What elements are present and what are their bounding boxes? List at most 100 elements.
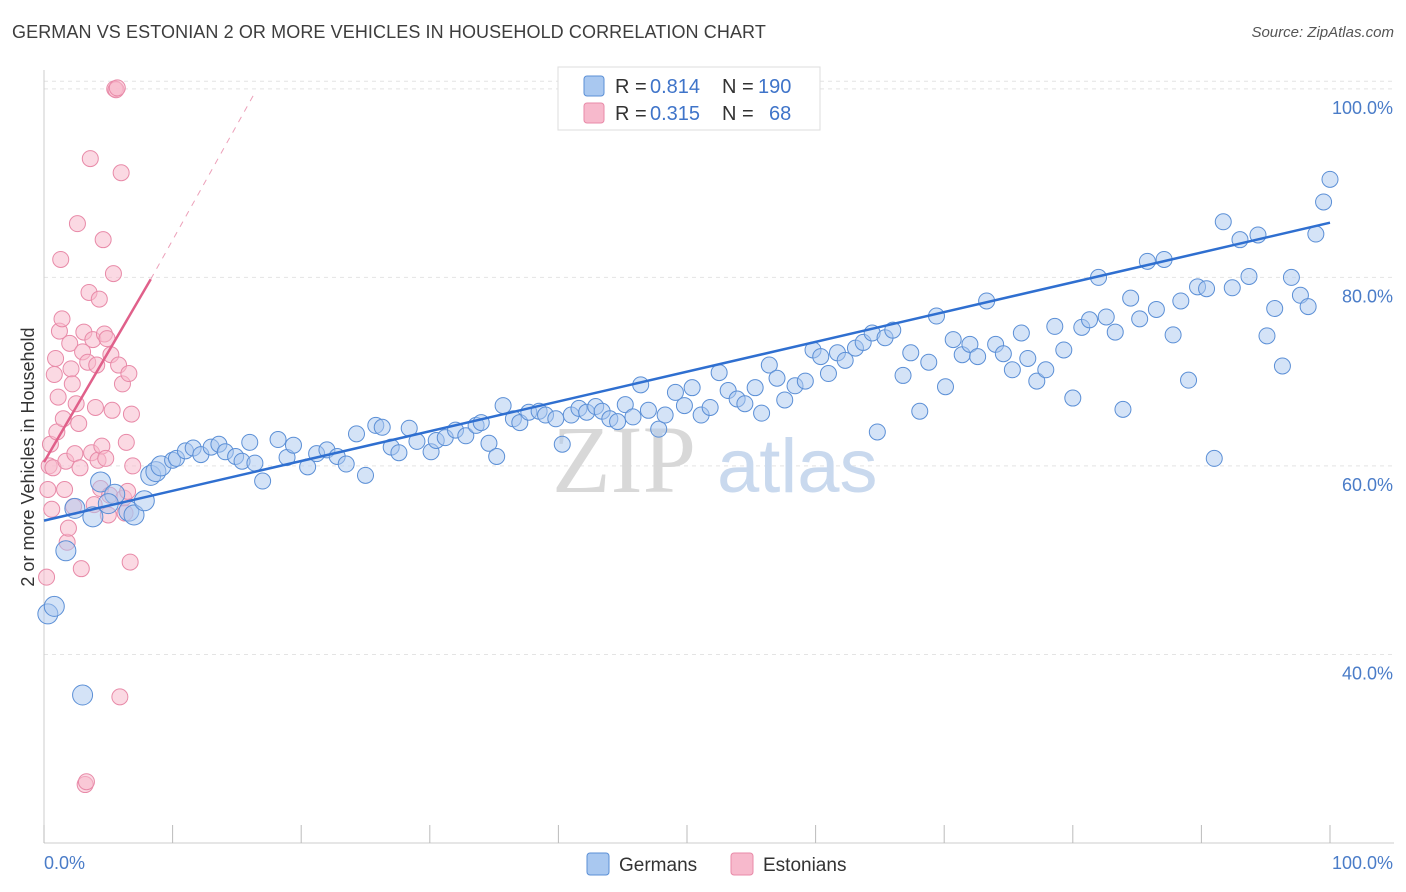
- axes: 40.0% 60.0% 80.0% 100.0%: [43, 70, 1394, 844]
- estonians-point: [104, 265, 122, 283]
- germans-point: [1037, 361, 1055, 379]
- germans-point: [760, 356, 778, 374]
- estonians-point: [63, 375, 81, 393]
- y-tick-label-100: 100.0%: [1332, 98, 1393, 118]
- estonians-point: [45, 365, 63, 383]
- estonians-point: [52, 250, 70, 268]
- germans-point: [1097, 308, 1115, 326]
- estonians-point: [66, 445, 84, 463]
- x-tick-label-max: 100.0%: [1332, 853, 1393, 873]
- germans-point: [1106, 323, 1124, 341]
- germans-point: [920, 353, 938, 371]
- estonians-point: [47, 349, 65, 367]
- germans-point: [43, 595, 65, 617]
- y-tick-label-60: 60.0%: [1342, 475, 1393, 495]
- germans-point: [994, 345, 1012, 363]
- germans-point: [82, 506, 104, 528]
- estonians-points: [38, 79, 142, 794]
- estonians-point: [112, 164, 130, 182]
- germans-point: [796, 372, 814, 390]
- germans-point: [1214, 213, 1232, 231]
- germans-points: [37, 170, 1339, 706]
- trend-lines: [42, 92, 1331, 522]
- germans-point: [390, 444, 408, 462]
- germans-point: [656, 406, 674, 424]
- germans-point: [246, 454, 264, 472]
- chart-title: GERMAN VS ESTONIAN 2 OR MORE VEHICLES IN…: [12, 22, 766, 42]
- germans-point: [902, 344, 920, 362]
- germans-point: [683, 379, 701, 397]
- legend-estonians-r-label: R =: [615, 103, 647, 125]
- germans-point: [241, 433, 259, 451]
- germans-trend-line: [43, 221, 1331, 522]
- legend-bottom-germans: Germans: [619, 855, 697, 876]
- germans-point: [1028, 372, 1046, 390]
- estonians-point: [56, 480, 74, 498]
- germans-point: [819, 365, 837, 383]
- estonians-point: [124, 457, 142, 475]
- estonians-point: [77, 773, 95, 791]
- estonians-point: [53, 310, 71, 328]
- estonians-point: [39, 480, 57, 498]
- germans-point: [284, 436, 302, 454]
- legend-swatch-germans: [583, 75, 605, 97]
- estonians-point: [68, 215, 86, 233]
- legend-germans-r-value: 0.814: [650, 76, 700, 98]
- germans-point: [480, 434, 498, 452]
- y-tick-label-80: 80.0%: [1342, 286, 1393, 306]
- legend-bottom-estonians: Estonians: [763, 855, 846, 876]
- germans-point: [1223, 279, 1241, 297]
- estonians-point: [70, 415, 88, 433]
- germans-point: [961, 335, 979, 353]
- germans-point: [1258, 327, 1276, 345]
- germans-point: [1198, 280, 1216, 298]
- germans-point: [701, 398, 719, 416]
- germans-point: [488, 448, 506, 465]
- legend-germans-r-label: R =: [615, 76, 647, 98]
- germans-point: [944, 331, 962, 349]
- germans-point: [1055, 341, 1073, 359]
- estonians-point: [72, 560, 90, 578]
- germans-point: [373, 418, 391, 436]
- germans-point: [736, 395, 754, 413]
- germans-point: [1180, 371, 1198, 389]
- germans-point: [547, 410, 565, 428]
- legend-estonians-r-value: 0.315: [650, 103, 700, 125]
- germans-point: [1205, 449, 1223, 467]
- germans-point: [347, 425, 365, 443]
- legend-top: R = 0.814 N = 190 R = 0.315 N = 68: [557, 66, 821, 131]
- germans-point: [812, 348, 830, 366]
- germans-point: [746, 379, 764, 397]
- germans-point: [936, 378, 954, 396]
- germans-point: [457, 427, 475, 445]
- estonians-trend-line: [42, 278, 152, 463]
- germans-point: [1172, 292, 1190, 310]
- germans-point: [1147, 300, 1165, 318]
- germans-point: [969, 348, 987, 366]
- estonians-point: [117, 433, 135, 451]
- source-label: Source: ZipAtlas.com: [1251, 24, 1394, 41]
- germans-point: [639, 401, 657, 419]
- germans-point: [616, 396, 634, 414]
- legend-estonians-n-value: 68: [769, 103, 791, 125]
- germans-point: [1273, 357, 1291, 375]
- estonians-point: [49, 388, 67, 406]
- germans-point: [650, 420, 668, 438]
- legend-estonians-n-label: N =: [722, 103, 754, 125]
- germans-point: [553, 435, 571, 453]
- germans-point: [72, 684, 94, 706]
- y-axis-label: 2 or more Vehicles in Household: [18, 327, 38, 586]
- germans-point: [1019, 349, 1037, 367]
- estonians-point: [61, 334, 79, 352]
- estonians-point: [62, 360, 80, 378]
- legend-swatch-estonians: [583, 102, 605, 124]
- germans-point: [624, 408, 642, 426]
- germans-point: [609, 413, 627, 431]
- estonians-point: [111, 688, 129, 706]
- estonians-point: [94, 231, 112, 249]
- estonians-point: [122, 405, 140, 423]
- germans-point: [1131, 310, 1149, 328]
- estonians-point: [71, 459, 89, 477]
- watermark-atlas: atlas: [717, 424, 878, 509]
